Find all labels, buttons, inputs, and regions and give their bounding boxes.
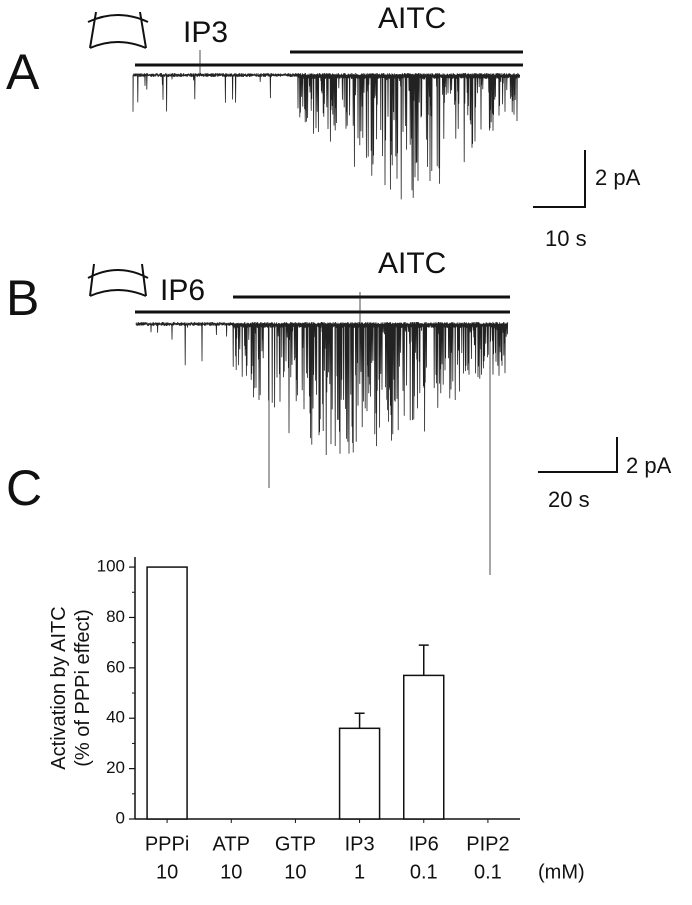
pipette-icon [87, 263, 149, 297]
stimulus-label: AITC [378, 247, 446, 280]
y-tick-label: 20 [106, 758, 125, 777]
y-axis-label-line: (% of PPPi effect) [72, 609, 94, 766]
concentration-label: 1 [354, 861, 365, 883]
bar [403, 674, 445, 820]
concentration-label: 10 [220, 861, 242, 883]
scale-bar [538, 437, 618, 473]
concentration-label: 10 [284, 861, 306, 883]
current-trace [135, 292, 509, 575]
pipette-icon [87, 11, 149, 49]
scale-label: 10 s [545, 226, 587, 251]
unit-label: (mM) [538, 861, 585, 883]
x-tick-label: PIP2 [466, 833, 509, 855]
concentration-label: 10 [156, 861, 178, 883]
bar-chart: 0 20 40 60 80 100 Activation by AITC (% of PPPi… [48, 557, 584, 884]
stimulus-label: IP6 [160, 274, 205, 307]
current-trace [132, 50, 521, 200]
panel-label: C [6, 460, 42, 516]
scale-bar [533, 150, 586, 208]
x-tick-label: PPPi [145, 833, 189, 855]
y-tick-label: 60 [106, 657, 125, 676]
scale-label: 2 pA [595, 165, 641, 190]
y-axis-label: Activation by AITC (% of PPPi effect) [48, 606, 94, 769]
x-tick-label: GTP [275, 833, 316, 855]
y-tick-label: 100 [97, 557, 125, 576]
panel-label: A [6, 44, 40, 100]
x-tick-label: ATP [213, 833, 250, 855]
y-tick-label: 80 [106, 607, 125, 626]
error-bar [354, 712, 365, 729]
stimulus-label: AITC [378, 2, 446, 35]
x-tick-label: IP6 [409, 833, 439, 855]
bar [146, 566, 188, 820]
stimulus-label: IP3 [183, 16, 228, 49]
bar [338, 727, 381, 820]
panel-label: B [6, 270, 39, 326]
y-axis-label-line: Activation by AITC [48, 606, 70, 769]
scale-label: 20 s [548, 487, 590, 512]
error-bar [418, 644, 429, 676]
y-tick-label: 0 [116, 808, 125, 827]
concentration-label: 0.1 [474, 861, 502, 883]
concentration-label: 0.1 [410, 861, 438, 883]
scale-label: 2 pA [626, 453, 672, 478]
x-tick-label: IP3 [345, 833, 375, 855]
y-tick-label: 40 [106, 708, 125, 727]
